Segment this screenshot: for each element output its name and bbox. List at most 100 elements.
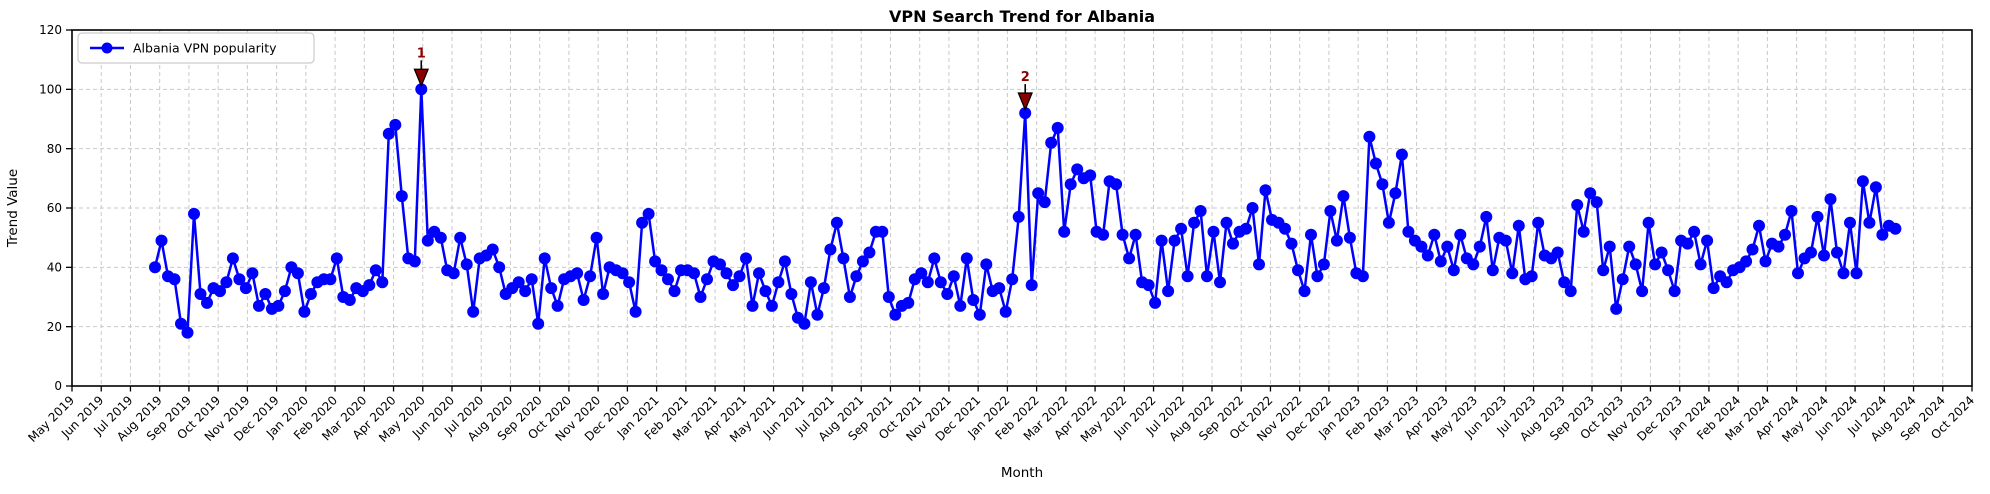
data-point-marker bbox=[226, 252, 239, 265]
x-axis-title: Month bbox=[1001, 465, 1043, 481]
data-point-marker bbox=[194, 288, 207, 300]
data-point-marker bbox=[1772, 240, 1785, 253]
data-point-marker bbox=[1869, 181, 1882, 194]
data-point-marker bbox=[1032, 187, 1045, 200]
data-point-marker bbox=[1175, 222, 1188, 235]
data-point-marker bbox=[1389, 187, 1402, 200]
data-point-marker bbox=[1155, 234, 1168, 247]
data-point-marker bbox=[519, 285, 532, 298]
data-point-marker bbox=[1831, 246, 1843, 259]
data-point-marker bbox=[1253, 258, 1265, 271]
data-point-marker bbox=[778, 255, 791, 268]
data-point-marker bbox=[694, 291, 707, 303]
y-tick-label: 40 bbox=[47, 261, 62, 275]
data-point-marker bbox=[1707, 282, 1720, 295]
data-point-marker bbox=[1019, 107, 1032, 120]
data-point-marker bbox=[759, 285, 772, 298]
data-point-marker bbox=[149, 261, 161, 274]
data-point-marker bbox=[415, 83, 428, 96]
data-point-marker bbox=[765, 299, 778, 312]
data-point-marker bbox=[272, 299, 285, 312]
data-point-marker bbox=[1162, 285, 1175, 298]
data-point-marker bbox=[434, 231, 447, 244]
data-point-marker bbox=[714, 258, 726, 271]
data-point-marker bbox=[1201, 270, 1213, 283]
data-point-marker bbox=[343, 294, 356, 306]
data-point-marker bbox=[538, 252, 551, 265]
data-point-marker bbox=[1259, 184, 1272, 197]
data-point-marker bbox=[824, 243, 837, 256]
data-point-marker bbox=[1434, 255, 1447, 268]
data-point-marker bbox=[1532, 216, 1545, 229]
data-point-marker bbox=[1363, 130, 1376, 143]
data-point-marker bbox=[941, 288, 954, 300]
data-point-marker bbox=[304, 288, 317, 300]
legend-marker-icon bbox=[101, 42, 113, 54]
data-point-marker bbox=[1454, 228, 1467, 241]
data-point-marker bbox=[785, 288, 798, 300]
data-point-marker bbox=[545, 282, 558, 295]
data-point-marker bbox=[642, 207, 655, 220]
data-point-marker bbox=[1629, 258, 1642, 271]
data-point-marker bbox=[486, 243, 499, 256]
data-point-marker bbox=[668, 285, 681, 298]
data-point-marker bbox=[1110, 178, 1123, 191]
data-point-marker bbox=[1889, 222, 1902, 235]
data-point-marker bbox=[1506, 267, 1519, 280]
data-point-marker bbox=[1441, 240, 1454, 253]
data-point-marker bbox=[259, 288, 272, 300]
data-point-marker bbox=[1818, 249, 1830, 262]
chart-title: VPN Search Trend for Albania bbox=[889, 7, 1155, 26]
data-point-marker bbox=[584, 270, 597, 283]
data-point-marker bbox=[467, 305, 480, 318]
data-point-marker bbox=[1811, 210, 1824, 223]
data-point-marker bbox=[201, 296, 213, 309]
data-point-marker bbox=[733, 270, 746, 283]
data-point-marker bbox=[246, 267, 259, 280]
data-point-marker bbox=[1376, 178, 1389, 191]
data-point-marker bbox=[1045, 136, 1058, 149]
data-point-marker bbox=[1590, 196, 1603, 209]
data-point-marker bbox=[1428, 228, 1441, 241]
data-point-marker bbox=[746, 299, 759, 312]
y-tick-label: 120 bbox=[39, 23, 62, 37]
data-point-marker bbox=[1337, 190, 1350, 203]
data-point-marker bbox=[369, 264, 382, 277]
data-point-marker bbox=[1227, 237, 1239, 250]
legend-box bbox=[77, 32, 315, 64]
data-point-marker bbox=[1486, 264, 1499, 277]
data-point-marker bbox=[597, 288, 610, 300]
y-tick-label: 60 bbox=[47, 201, 62, 215]
data-point-marker bbox=[1129, 228, 1142, 241]
data-point-marker bbox=[1668, 285, 1681, 298]
data-point-marker bbox=[1564, 285, 1577, 298]
data-point-marker bbox=[649, 255, 662, 268]
data-point-marker bbox=[1636, 285, 1649, 298]
data-point-marker bbox=[1512, 219, 1525, 232]
data-point-marker bbox=[1421, 249, 1434, 262]
data-point-marker bbox=[1382, 216, 1395, 229]
y-axis-title: Trend Value bbox=[5, 169, 21, 248]
legend: Albania VPN popularity bbox=[77, 32, 315, 64]
data-point-marker bbox=[1305, 228, 1317, 241]
data-point-marker bbox=[1415, 240, 1428, 253]
data-point-marker bbox=[571, 267, 584, 280]
data-point-marker bbox=[934, 276, 947, 289]
data-point-marker bbox=[1473, 240, 1486, 253]
data-point-marker bbox=[239, 282, 252, 295]
data-point-marker bbox=[1844, 216, 1856, 229]
data-point-marker bbox=[298, 305, 311, 318]
data-point-marker bbox=[188, 207, 200, 220]
peak-annotations: 12 bbox=[413, 46, 1033, 112]
data-point-marker bbox=[688, 267, 700, 280]
data-point-marker bbox=[389, 118, 402, 131]
data-point-marker bbox=[889, 308, 902, 321]
annotation-label: 1 bbox=[417, 46, 426, 61]
data-point-marker bbox=[291, 267, 304, 280]
data-point-marker bbox=[850, 270, 863, 283]
data-point-marker bbox=[1701, 234, 1714, 247]
data-point-marker bbox=[921, 276, 934, 289]
data-point-marker bbox=[1298, 285, 1311, 298]
data-point-marker bbox=[1649, 258, 1662, 271]
